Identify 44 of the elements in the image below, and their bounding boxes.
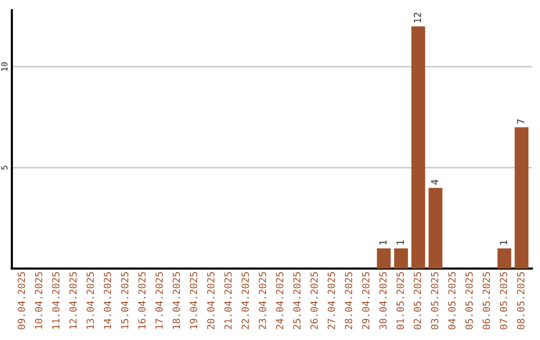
- x-tick-label: 03.05.2025: [430, 272, 438, 330]
- x-tick-label: 23.04.2025: [258, 272, 266, 330]
- x-tick-label: 08.05.2025: [517, 272, 524, 330]
- x-tick-label: 16.04.2025: [138, 272, 146, 329]
- data-label: 12: [414, 12, 421, 22]
- x-tick-label: 30.04.2025: [379, 272, 387, 330]
- y-tick-label: 5: [1, 166, 8, 170]
- x-tick-label: 04.05.2025: [448, 272, 456, 330]
- x-tick-label: 22.04.2025: [242, 272, 249, 330]
- x-tick-label: 20.04.2025: [207, 272, 214, 330]
- x-tick-label: 10.04.2025: [34, 272, 42, 329]
- bar: [411, 26, 426, 269]
- x-tick-label: 28.04.2025: [344, 272, 352, 330]
- data-label: 1: [396, 240, 404, 244]
- x-tick-label: 02.05.2025: [414, 272, 422, 330]
- x-tick-label: 12.04.2025: [69, 272, 77, 329]
- x-tick-label: 11.04.2025: [52, 272, 60, 329]
- x-tick-label: 25.04.2025: [293, 272, 301, 330]
- x-tick-label: 15.04.2025: [121, 272, 128, 329]
- data-label: 7: [517, 119, 524, 124]
- x-tick-label: 06.05.2025: [482, 272, 490, 330]
- x-tick-label: 26.04.2025: [310, 272, 318, 330]
- x-tick-label: 18.04.2025: [172, 272, 180, 329]
- x-tick-label: 17.04.2025: [155, 272, 163, 329]
- x-tick-label: 09.04.2025: [18, 272, 26, 330]
- y-tick-label: 10: [1, 62, 8, 71]
- x-tick-label: 29.04.2025: [362, 272, 370, 330]
- bar: [514, 127, 528, 269]
- x-tick-label: 21.04.2025: [224, 272, 232, 330]
- x-tick-label: 19.04.2025: [190, 272, 198, 329]
- bar: [497, 248, 512, 269]
- x-tick-label: 13.04.2025: [86, 272, 94, 329]
- x-tick-label: 27.04.2025: [328, 272, 336, 330]
- bar: [394, 248, 408, 269]
- bar: [428, 188, 442, 269]
- x-tick-label: 07.05.2025: [500, 272, 508, 330]
- x-tick-label: 24.04.2025: [276, 272, 284, 330]
- data-label: 1: [500, 240, 508, 244]
- x-tick-label: 05.05.2025: [465, 272, 473, 330]
- x-tick-label: 01.05.2025: [396, 272, 404, 330]
- data-label: 1: [379, 240, 387, 244]
- data-label: 4: [431, 180, 438, 185]
- bar: [376, 248, 391, 269]
- x-tick-label: 14.04.2025: [104, 272, 112, 329]
